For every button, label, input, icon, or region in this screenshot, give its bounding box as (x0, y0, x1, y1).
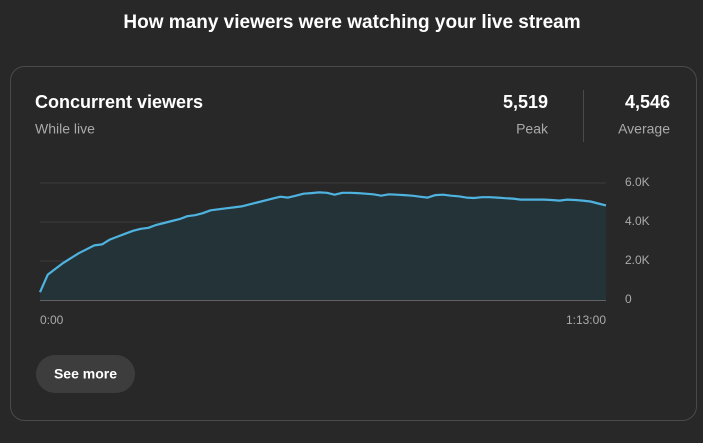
chart: 0 2.0K 4.0K 6.0K 0:00 1:13:00 (38, 175, 650, 327)
button-bg[interactable] (36, 355, 135, 393)
card-subtitle: While live (35, 121, 95, 137)
stat-label: Peak (516, 121, 549, 137)
button-label[interactable]: See more (54, 366, 117, 382)
y-tick-label: 4.0K (625, 214, 650, 228)
x-tick-label: 1:13:00 (566, 313, 606, 327)
y-tick-label: 0 (625, 292, 632, 306)
x-tick-label: 0:00 (40, 313, 64, 327)
see-more-button[interactable]: See more (36, 355, 135, 393)
card-title: Concurrent viewers (35, 92, 203, 112)
stat-value: 5,519 (503, 92, 548, 112)
line (38, 191, 607, 293)
stat-value: 4,546 (625, 92, 670, 112)
stat-label: Average (618, 121, 670, 137)
y-tick-label: 2.0K (625, 253, 650, 267)
y-tick-label: 6.0K (625, 175, 650, 189)
page-heading: How many viewers were watching your live… (123, 12, 580, 33)
